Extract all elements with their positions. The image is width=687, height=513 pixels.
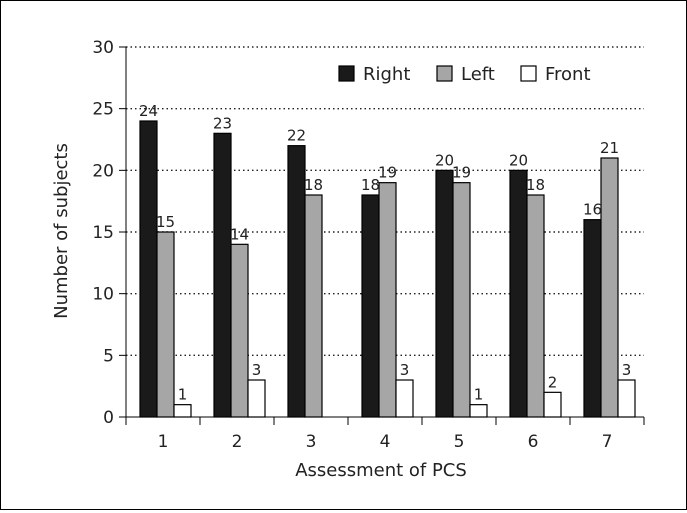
- bar-left: [600, 157, 619, 418]
- data-label: 16: [583, 201, 602, 219]
- bar-right: [583, 219, 602, 418]
- bar-right: [213, 132, 232, 418]
- data-label: 1: [178, 386, 188, 404]
- y-tick-label: 0: [103, 408, 114, 428]
- bar-left: [526, 194, 545, 418]
- legend-swatch: [520, 65, 537, 82]
- x-tick-label: 7: [602, 432, 613, 452]
- bar-front: [395, 379, 414, 418]
- bar-left: [304, 194, 323, 418]
- bar-right: [287, 145, 306, 418]
- data-label: 19: [452, 164, 471, 182]
- legend: Right Left Front: [338, 64, 591, 85]
- bar-right: [361, 194, 380, 418]
- y-tick-label: 20: [92, 161, 114, 181]
- bar-left: [156, 231, 175, 418]
- bar-front: [173, 404, 192, 418]
- y-tick-label: 5: [103, 346, 114, 366]
- x-tick-label: 4: [380, 432, 391, 452]
- x-tick-label: 3: [306, 432, 317, 452]
- data-label: 19: [378, 164, 397, 182]
- legend-swatch: [436, 65, 453, 82]
- bar-front: [247, 379, 266, 418]
- bar-right: [509, 169, 528, 418]
- bar-left: [378, 182, 397, 418]
- data-label: 14: [230, 225, 249, 243]
- grid-lines: [126, 46, 644, 357]
- data-label: 24: [139, 102, 158, 120]
- data-label: 22: [287, 127, 306, 145]
- bar-left: [230, 243, 249, 418]
- data-label: 20: [435, 151, 454, 169]
- y-tick-label: 25: [92, 100, 114, 120]
- bar-front: [543, 391, 562, 418]
- bar-front: [617, 379, 636, 418]
- bar-right: [435, 169, 454, 418]
- bar-left: [452, 182, 471, 418]
- data-label: 3: [622, 361, 632, 379]
- x-tick-label: 5: [454, 432, 465, 452]
- data-label: 2: [548, 373, 558, 391]
- data-label: 20: [509, 151, 528, 169]
- x-tick-label: 1: [158, 432, 169, 452]
- bar-front: [469, 404, 488, 418]
- y-tick-label: 10: [92, 285, 114, 305]
- x-tick-label: 6: [528, 432, 539, 452]
- data-label: 1: [474, 386, 484, 404]
- y-axis-title: Number of subjects: [51, 143, 72, 319]
- x-tick-label: 2: [232, 432, 243, 452]
- bar-right: [139, 120, 158, 418]
- data-label: 15: [156, 213, 175, 231]
- data-label: 3: [400, 361, 410, 379]
- x-axis-title: Assessment of PCS: [295, 460, 467, 481]
- data-label: 21: [600, 139, 619, 157]
- legend-label: Left: [461, 64, 495, 85]
- y-tick-label: 30: [92, 38, 114, 58]
- legend-label: Right: [363, 64, 410, 85]
- data-label: 18: [361, 176, 380, 194]
- data-label: 18: [304, 176, 323, 194]
- bars: [139, 120, 636, 418]
- data-label: 23: [213, 114, 232, 132]
- data-label: 18: [526, 176, 545, 194]
- legend-label: Front: [545, 64, 591, 85]
- legend-swatch: [338, 65, 355, 82]
- data-label: 3: [252, 361, 262, 379]
- y-tick-label: 15: [92, 223, 114, 243]
